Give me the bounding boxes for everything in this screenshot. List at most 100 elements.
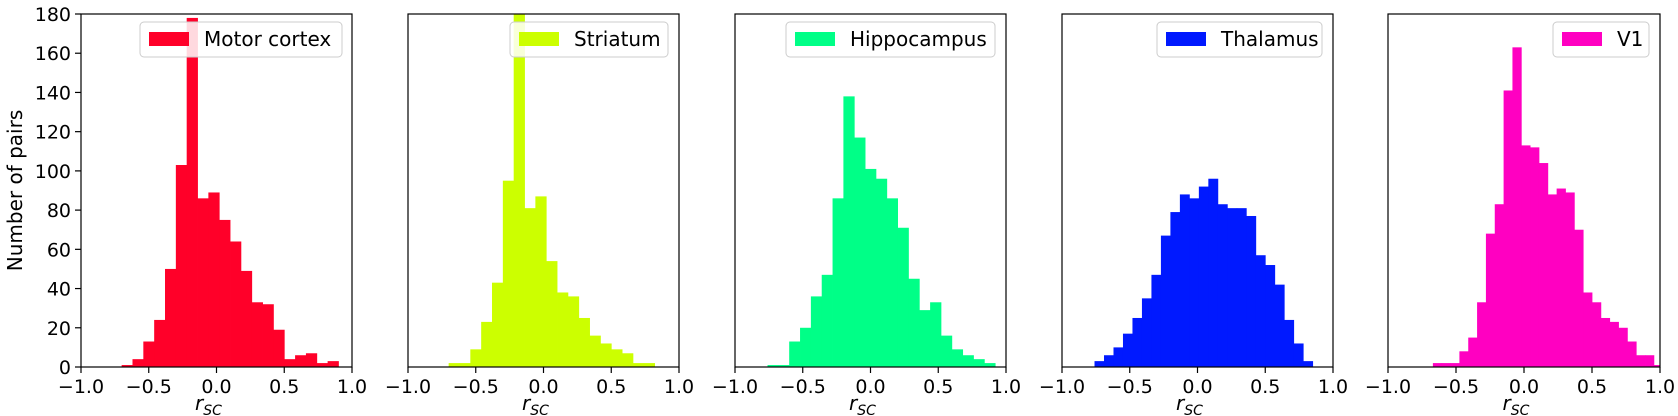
- histogram-bar: [908, 278, 920, 367]
- y-tick-label: 60: [47, 239, 71, 261]
- y-tick-label: 0: [59, 357, 71, 379]
- histogram-bar: [1547, 194, 1558, 367]
- histogram-bars: [767, 96, 996, 367]
- histogram-bar: [1104, 355, 1114, 367]
- histogram-bar: [1450, 363, 1460, 367]
- x-axis-label: rSC: [522, 391, 549, 416]
- x-tick-label: 1.0: [664, 376, 694, 398]
- y-tick-label: 20: [47, 318, 71, 340]
- histogram-bar: [643, 363, 656, 367]
- histogram-bar: [789, 341, 801, 367]
- chart-panel-5: −1.0 −0.5 0.0 0.5 1.0 rSC V1: [1365, 13, 1675, 416]
- histogram-bar: [1468, 337, 1478, 367]
- histogram-bar: [1141, 298, 1152, 367]
- histogram-bar: [1160, 235, 1171, 367]
- histogram-bar: [1592, 302, 1602, 367]
- histogram-bar: [1303, 361, 1314, 367]
- x-tick-label: 0.0: [528, 376, 558, 398]
- histogram-bar: [1627, 341, 1637, 367]
- histogram-bar: [1255, 255, 1266, 367]
- histogram-bars: [121, 17, 339, 367]
- chart-panel-3: −1.0 −0.5 0.0 0.5 1.0 rSC Hippocampus: [712, 13, 1021, 416]
- histogram-bar: [632, 363, 645, 367]
- y-tick-label: 100: [35, 161, 71, 183]
- y-tick-label: 80: [47, 200, 71, 222]
- x-axis-label-subscript: SC: [857, 403, 876, 416]
- legend-swatch: [795, 32, 835, 46]
- histogram-bar: [1198, 186, 1209, 367]
- histogram-bar: [327, 361, 339, 367]
- histogram-bar: [767, 365, 779, 367]
- x-axis-label-main: r: [195, 391, 205, 415]
- legend-frame: [139, 21, 343, 58]
- histogram-bar: [1151, 274, 1162, 367]
- histogram-bar: [1293, 343, 1304, 367]
- histogram-bar: [919, 310, 931, 367]
- legend-swatch: [519, 32, 559, 46]
- histogram-bar: [121, 365, 133, 367]
- histogram-bar: [1574, 229, 1584, 367]
- histogram-bar: [273, 329, 285, 367]
- histogram-bar: [1274, 284, 1285, 367]
- x-axis-label-main: r: [1503, 391, 1513, 415]
- histogram-bar: [1521, 145, 1531, 367]
- x-tick-label: −1.0: [1365, 376, 1411, 398]
- histogram-bar: [1618, 327, 1628, 367]
- legend: Hippocampus: [785, 21, 996, 58]
- x-tick-label: 0.5: [923, 376, 953, 398]
- x-tick-label: −0.5: [453, 376, 499, 398]
- histogram-bar: [132, 359, 144, 367]
- histogram-bar: [262, 304, 274, 367]
- histogram-bar: [197, 198, 209, 367]
- histogram-bar: [1284, 319, 1295, 367]
- x-axis-label: rSC: [849, 391, 876, 416]
- x-tick-label: −1.0: [58, 376, 104, 398]
- x-axis-label-main: r: [1176, 391, 1186, 415]
- histogram-bar: [1236, 208, 1247, 367]
- histogram-bar: [1170, 212, 1181, 367]
- chart-panel-4: −1.0 −0.5 0.0 0.5 1.0 rSC Thalamus: [1039, 13, 1348, 416]
- histogram-bar: [1556, 188, 1566, 367]
- histogram-bar: [535, 196, 547, 367]
- histogram-bar: [1189, 198, 1200, 367]
- histogram-bar: [208, 192, 220, 367]
- legend-frame: [1156, 21, 1323, 58]
- x-tick-label: 0.0: [1509, 376, 1539, 398]
- histogram-bar: [611, 349, 623, 367]
- legend-label: Striatum: [574, 27, 661, 51]
- histogram-bar: [230, 241, 242, 367]
- histogram-bar: [1459, 351, 1469, 367]
- histogram-bar: [492, 282, 504, 367]
- x-axis-label-subscript: SC: [530, 403, 549, 416]
- legend-label: Hippocampus: [850, 27, 987, 51]
- histogram-bar: [1179, 194, 1190, 367]
- x-tick-label: −0.5: [1433, 376, 1479, 398]
- legend-swatch: [149, 32, 189, 46]
- histogram-bar: [481, 321, 493, 367]
- y-tick-label: 180: [35, 4, 71, 26]
- x-axis-label-subscript: SC: [203, 403, 222, 416]
- histogram-bar: [778, 365, 790, 367]
- histogram-bar: [1477, 302, 1487, 367]
- histogram-bar: [951, 349, 964, 367]
- histogram-bars: [448, 14, 656, 367]
- histogram-bar: [1265, 265, 1276, 367]
- histogram-bar: [1094, 361, 1105, 367]
- histogram-bar: [524, 208, 536, 367]
- histogram-bar: [1113, 347, 1124, 367]
- histogram-bar: [984, 363, 996, 367]
- x-axis-label-subscript: SC: [1511, 403, 1530, 416]
- histogram-bar: [1565, 192, 1575, 367]
- histogram-bar: [1122, 333, 1133, 367]
- histogram-bar: [251, 302, 263, 367]
- histogram-bar: [1132, 317, 1143, 367]
- histogram-bar: [1530, 147, 1540, 367]
- histogram-bar: [513, 14, 525, 367]
- y-tick-label: 160: [35, 43, 71, 65]
- histogram-bar: [810, 296, 823, 367]
- x-tick-label: 0.0: [201, 376, 231, 398]
- histogram-bar: [567, 296, 580, 367]
- x-tick-label: −1.0: [1039, 376, 1085, 398]
- histogram-bar: [1653, 365, 1660, 367]
